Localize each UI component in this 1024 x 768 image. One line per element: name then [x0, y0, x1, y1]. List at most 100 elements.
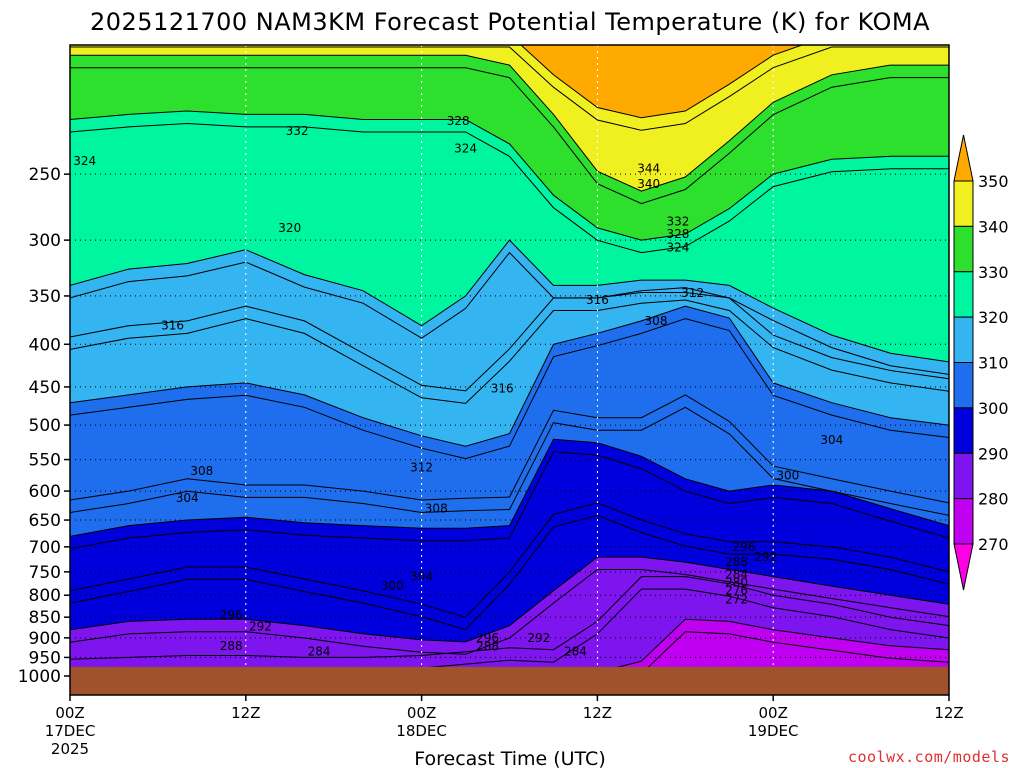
isentrope-340 [70, 54, 949, 192]
colorbar-segment [953, 316, 974, 363]
contour-label: 340 [637, 177, 660, 191]
isentrope-316 [70, 287, 949, 392]
contour-label: 288 [476, 640, 499, 654]
colorbar-label: 280 [978, 490, 1009, 509]
contour-label: 316 [586, 293, 609, 307]
x-tick-label: 18DEC [396, 722, 447, 740]
isentrope-310 [70, 305, 949, 447]
contour-label: 292 [754, 550, 777, 564]
contour-label: 288 [220, 639, 243, 653]
isentrope-328 [70, 122, 949, 254]
y-axis: 2503003504004505005506006507007508008509… [18, 165, 70, 687]
isentrope-314 [70, 299, 949, 404]
contour-label: 280 [725, 575, 748, 589]
y-tick-label: 300 [29, 231, 61, 251]
contour-label: 312 [410, 460, 433, 474]
y-tick-label: 400 [29, 335, 61, 355]
isentrope-308 [70, 318, 949, 460]
contour-label: 296 [220, 608, 243, 622]
colorbar-segment [953, 498, 974, 545]
contour-label: 328 [447, 114, 470, 128]
x-tick-label: 12Z [583, 704, 612, 722]
chart-title: 2025121700 NAM3KM Forecast Potential Tem… [90, 8, 930, 36]
y-tick-label: 550 [29, 451, 61, 471]
y-tick-label: 800 [29, 586, 61, 606]
contour-label: 300 [381, 579, 404, 593]
contour-label: 304 [176, 491, 199, 505]
filled-contours [70, 45, 949, 695]
y-tick-label: 450 [29, 378, 61, 398]
isentrope-318 [70, 251, 949, 375]
colorbar-label: 300 [978, 399, 1009, 418]
contour-label: 304 [820, 433, 843, 447]
contour-label: 308 [645, 314, 668, 328]
isentrope-330 [70, 110, 949, 241]
contour-label: 344 [637, 161, 660, 175]
colorbar-segment [953, 225, 974, 273]
y-tick-label: 350 [29, 287, 61, 307]
contour-label: 300 [776, 469, 799, 483]
contour-label: 272 [725, 593, 748, 607]
x-tick-label: 00Z [759, 704, 788, 722]
isentrope-298 [70, 451, 949, 550]
colorbar-legend: 350 340 330 320 310 300 290 280 270 [953, 134, 1009, 591]
colorbar-label: 340 [978, 217, 1009, 236]
colorbar-segment [953, 452, 974, 500]
isentrope-284 [70, 576, 949, 660]
contour-label: 324 [454, 142, 477, 156]
plot-frame [69, 44, 950, 696]
contour-label: 324 [667, 240, 690, 254]
contour-label: 312 [681, 286, 704, 300]
contour-label: 308 [425, 502, 448, 516]
y-tick-label: 1000 [18, 667, 61, 687]
y-tick-label: 600 [29, 482, 61, 502]
contour-label: 324 [73, 154, 96, 168]
colorbar-label: 310 [978, 354, 1009, 373]
contour-label: 296 [732, 540, 755, 554]
y-tick-label: 250 [29, 165, 61, 185]
colorbar-segment [953, 271, 974, 318]
isentrope-302 [70, 406, 949, 516]
contour-label: 284 [564, 645, 587, 659]
contour-label: 276 [725, 584, 748, 598]
contour-label: 292 [249, 619, 272, 633]
x-tick-label: 00Z [407, 704, 436, 722]
x-tick-label: 17DEC [45, 722, 96, 740]
contour-label: 304 [410, 570, 433, 584]
terrain-fill [70, 666, 949, 695]
isentrope-296 [70, 502, 949, 618]
isentrope-304 [70, 394, 949, 504]
contour-label: 332 [667, 215, 690, 229]
isentrope-350 [520, 45, 804, 119]
isentrope-290 [70, 556, 949, 643]
credit-text: coolwx.com/models [848, 748, 1010, 766]
isentrope-338 [70, 67, 949, 205]
colorbar-label: 320 [978, 308, 1009, 327]
isentrope-300 [70, 438, 949, 537]
contour-label: 284 [725, 567, 748, 581]
contour-label: 320 [278, 221, 301, 235]
colorbar-label: 330 [978, 263, 1009, 282]
colorbar-segment [953, 362, 974, 409]
y-tick-label: 700 [29, 538, 61, 558]
isentrope-348 [70, 46, 949, 131]
y-tick-label: 950 [29, 648, 61, 668]
y-tick-label: 650 [29, 511, 61, 531]
x-tick-label: 2025 [51, 740, 89, 758]
x-tick-label: 12Z [934, 704, 963, 722]
contour-label: 284 [308, 645, 331, 659]
colorbar-label: 270 [978, 535, 1009, 554]
colorbar-label: 290 [978, 444, 1009, 463]
colorbar-segment [953, 407, 974, 454]
colorbar-segment [953, 180, 974, 227]
x-tick-label: 00Z [55, 704, 84, 722]
contour-label: 292 [527, 631, 550, 645]
y-tick-label: 750 [29, 563, 61, 583]
contour-label: 316 [161, 319, 184, 333]
contour-label: 288 [725, 555, 748, 569]
isentrope-288 [70, 569, 949, 655]
plot-grid [70, 45, 949, 695]
x-axis-title: Forecast Time (UTC) [414, 748, 605, 768]
